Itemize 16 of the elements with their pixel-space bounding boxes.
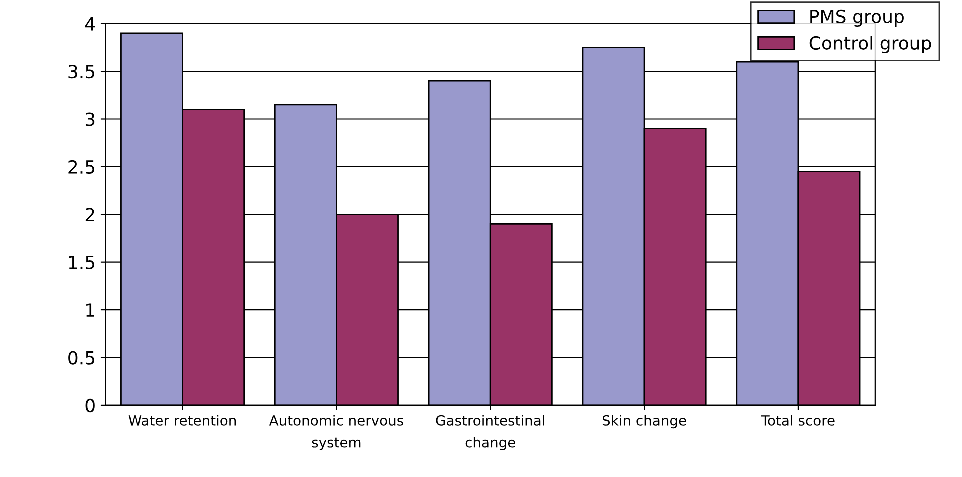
y-tick-label: 1 [86,304,94,317]
legend-label: Control group [810,36,932,54]
y-tick-label: 2.5 [68,160,95,174]
y-tick-label: 0 [86,398,95,413]
y-tick-label: 0.5 [68,351,95,365]
x-tick-label: Total score [761,415,835,426]
y-tick-label: 3.5 [68,65,95,79]
legend-label: PMS group [810,10,904,28]
y-tick-label: 3 [86,112,95,126]
x-tick-label: Skin change [602,415,686,429]
y-tick-label: 2 [86,208,94,222]
x-tick-label: Water retention [128,415,236,426]
x-tick-label: Gastrointestinal change [436,415,544,450]
x-tick-label: Autonomic nervous system [269,415,404,450]
y-tick-label: 1.5 [69,256,95,270]
y-tick-label: 4 [85,18,96,31]
